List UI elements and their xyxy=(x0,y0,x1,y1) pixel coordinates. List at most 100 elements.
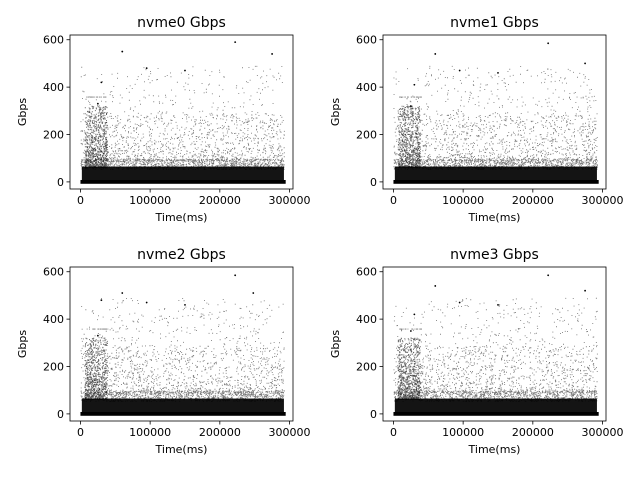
outlier-point xyxy=(584,62,586,65)
baseline-band xyxy=(80,411,286,416)
x-tick-label: 100000 xyxy=(129,194,171,207)
y-tick-label: 600 xyxy=(356,266,377,279)
plot-area xyxy=(393,42,599,184)
x-axis-label: Time(ms) xyxy=(468,211,521,224)
outlier-point xyxy=(271,53,273,55)
x-tick-label: 0 xyxy=(77,426,84,439)
baseline-band xyxy=(80,179,286,184)
early-spike-points xyxy=(397,105,421,168)
outlier-point xyxy=(458,301,461,304)
outlier-point xyxy=(100,299,103,302)
y-tick-label: 0 xyxy=(370,176,377,189)
outlier-point xyxy=(234,274,237,277)
y-tick-label: 400 xyxy=(43,81,64,94)
outlier-point xyxy=(121,50,124,53)
dense-band xyxy=(394,398,597,414)
early-spike-points xyxy=(84,337,108,400)
chart-title: nvme0 Gbps xyxy=(137,15,226,31)
axes-frame xyxy=(382,34,607,190)
x-tick-label: 0 xyxy=(390,194,397,207)
chart-title: nvme2 Gbps xyxy=(137,247,226,263)
early-spike-points xyxy=(397,337,421,400)
baseline-band xyxy=(393,179,599,184)
x-tick-label: 300000 xyxy=(269,194,311,207)
outlier-point xyxy=(145,67,148,70)
y-tick-label: 600 xyxy=(43,34,64,47)
y-tick-label: 200 xyxy=(356,129,377,142)
x-tick-label: 300000 xyxy=(269,426,311,439)
x-axis-label: Time(ms) xyxy=(468,443,521,456)
x-axis-label: Time(ms) xyxy=(155,211,208,224)
x-tick-label: 200000 xyxy=(512,426,554,439)
y-tick-label: 600 xyxy=(43,266,64,279)
x-tick-label: 300000 xyxy=(582,194,624,207)
x-tick-label: 200000 xyxy=(512,194,554,207)
outlier-point xyxy=(184,304,186,306)
outlier-point xyxy=(234,41,237,44)
outlier-point xyxy=(547,274,550,277)
y-tick-label: 200 xyxy=(43,361,64,374)
outlier-point xyxy=(252,292,255,294)
y-tick-label: 200 xyxy=(43,129,64,142)
dense-band xyxy=(81,166,284,182)
y-axis-label: Gbps xyxy=(329,330,342,358)
outlier-point xyxy=(497,72,499,74)
outlier-point xyxy=(547,42,550,45)
outlier-point xyxy=(413,83,416,86)
y-axis-label: Gbps xyxy=(329,98,342,126)
y-axis-label: Gbps xyxy=(16,330,29,358)
scatter-points xyxy=(393,297,598,402)
chart-panel-2: 0 100000 200000 300000 0 200 400 600 nvme2 Gbps T… xyxy=(16,247,311,456)
y-tick-label: 0 xyxy=(370,408,377,421)
y-tick-label: 400 xyxy=(356,81,377,94)
x-tick-label: 100000 xyxy=(442,426,484,439)
axes-frame xyxy=(69,34,294,190)
plot-area xyxy=(80,41,286,184)
y-tick-label: 400 xyxy=(356,313,377,326)
x-tick-label: 0 xyxy=(77,194,84,207)
x-tick-label: 0 xyxy=(390,426,397,439)
y-tick-label: 400 xyxy=(43,313,64,326)
baseline-band xyxy=(393,411,599,416)
outlier-point xyxy=(413,313,416,316)
scatter-points xyxy=(80,298,285,402)
outlier-point xyxy=(409,330,412,332)
plot-area xyxy=(393,274,599,416)
outlier-point xyxy=(409,105,412,107)
outlier-point xyxy=(497,304,499,306)
x-tick-label: 300000 xyxy=(582,426,624,439)
x-axis-label: Time(ms) xyxy=(155,443,208,456)
scatter-points xyxy=(393,65,598,170)
axes-frame xyxy=(69,266,294,422)
scatter-points xyxy=(80,65,285,170)
x-tick-label: 100000 xyxy=(129,426,171,439)
y-tick-label: 0 xyxy=(57,408,64,421)
outlier-point xyxy=(434,53,437,55)
y-tick-label: 200 xyxy=(356,361,377,374)
dense-band xyxy=(394,166,597,182)
outlier-point xyxy=(96,334,99,337)
plot-area xyxy=(80,274,286,416)
outlier-point xyxy=(184,69,186,72)
early-spike-points xyxy=(84,105,108,168)
x-tick-label: 100000 xyxy=(442,194,484,207)
chart-title: nvme1 Gbps xyxy=(450,15,539,31)
chart-panel-1: 0 100000 200000 300000 0 200 400 600 nvme1 Gbps T… xyxy=(329,15,624,224)
y-tick-label: 0 xyxy=(57,176,64,189)
x-tick-label: 200000 xyxy=(199,194,241,207)
chart-panel-0: 0 100000 200000 300000 0 200 400 600 nvme0 Gbps T… xyxy=(16,15,311,224)
outlier-point xyxy=(458,69,461,72)
outlier-point xyxy=(121,292,124,294)
outlier-point xyxy=(96,102,99,105)
dense-band xyxy=(81,398,284,414)
y-axis-label: Gbps xyxy=(16,98,29,126)
outlier-point xyxy=(100,81,103,84)
y-tick-label: 600 xyxy=(356,34,377,47)
outlier-point xyxy=(145,301,148,304)
axes-frame xyxy=(382,266,607,422)
x-tick-label: 200000 xyxy=(199,426,241,439)
outlier-point xyxy=(584,289,586,292)
outlier-point xyxy=(434,285,437,287)
chart-title: nvme3 Gbps xyxy=(450,247,539,263)
